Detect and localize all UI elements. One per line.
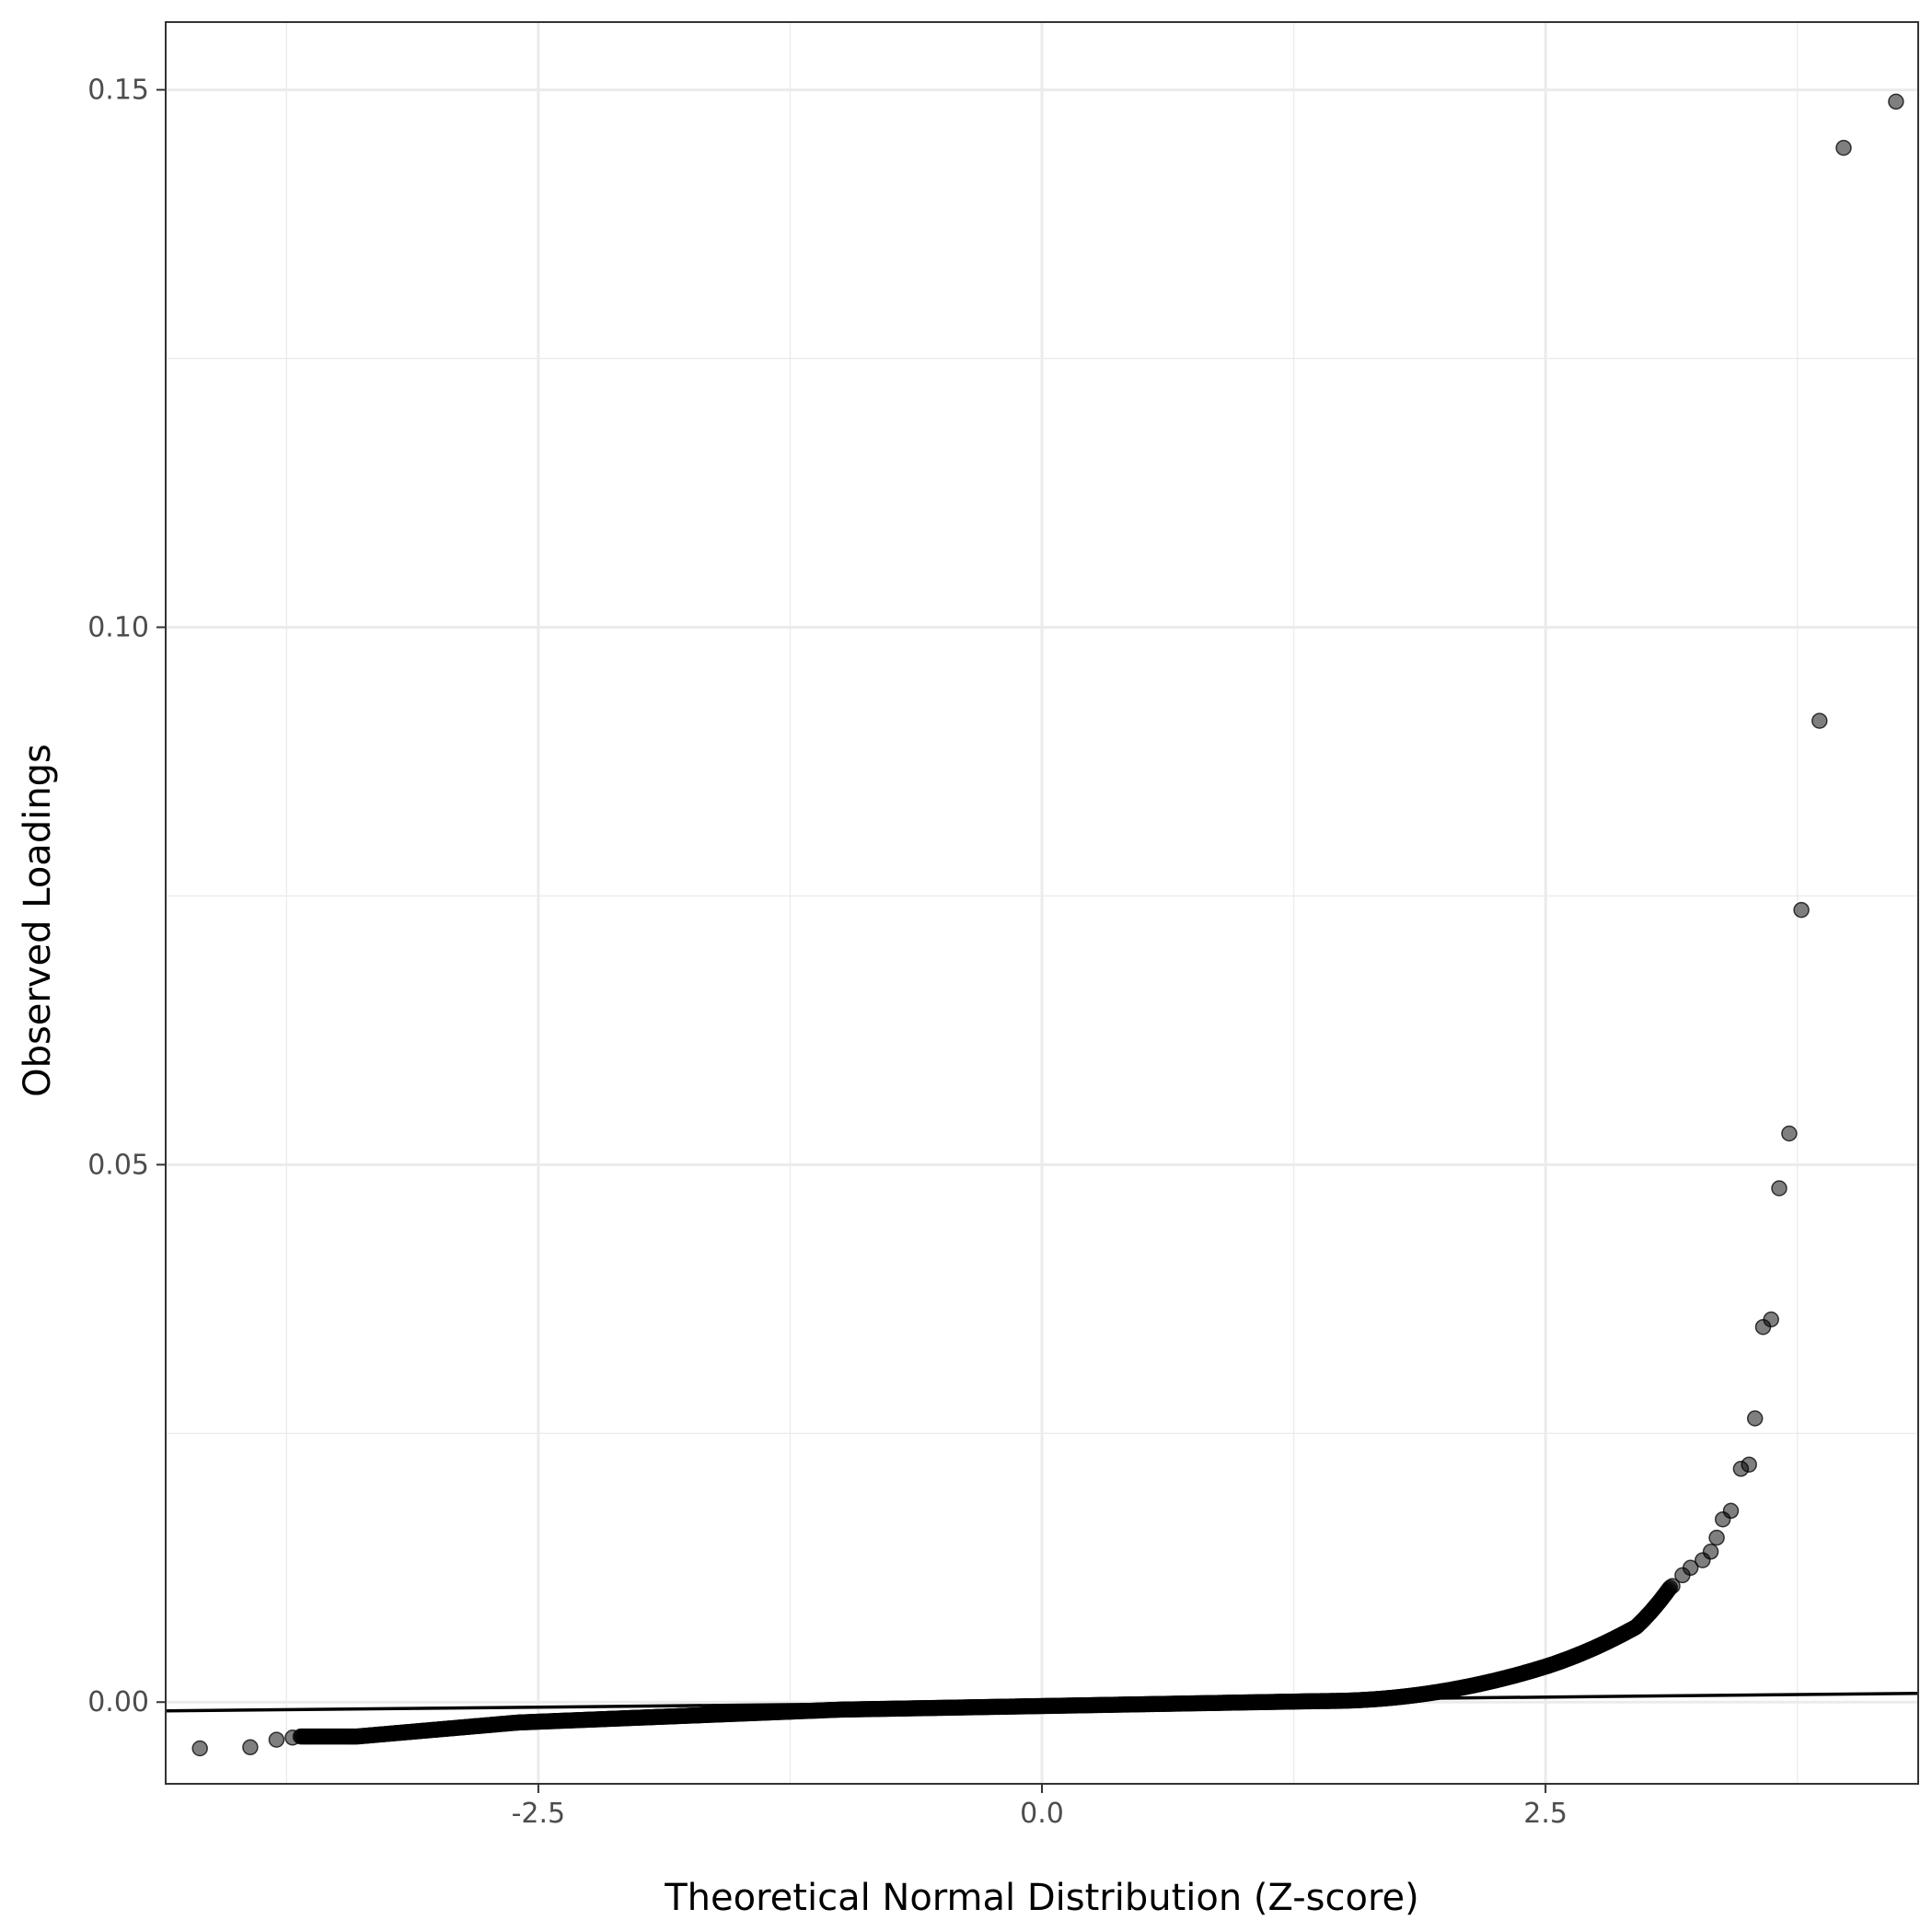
x-tick-label: 0.0 <box>1020 1798 1064 1830</box>
data-point <box>1722 1502 1740 1520</box>
y-tick-label: 0.10 <box>87 611 149 643</box>
x-axis-title: Theoretical Normal Distribution (Z-score… <box>664 1877 1419 1919</box>
y-axis-title: Observed Loadings <box>17 744 59 1097</box>
data-point <box>1702 1544 1719 1560</box>
y-tick-label: 0.00 <box>87 1686 149 1718</box>
data-points <box>191 93 1904 1757</box>
data-point <box>1835 139 1852 156</box>
data-point <box>242 1739 259 1756</box>
data-point <box>1771 1180 1787 1197</box>
y-tick-label: 0.15 <box>87 75 149 107</box>
data-point <box>1746 1410 1764 1427</box>
data-point <box>1664 1578 1681 1594</box>
data-point <box>1888 93 1904 110</box>
data-point <box>1793 901 1810 919</box>
data-point <box>191 1740 208 1757</box>
x-tick-label: 2.5 <box>1523 1798 1568 1830</box>
data-point <box>1781 1125 1798 1142</box>
x-axis: -2.5 0.0 2.5 <box>512 1784 1568 1830</box>
y-tick-label: 0.05 <box>87 1149 149 1181</box>
y-axis: 0.00 0.05 0.10 0.15 <box>87 75 166 1718</box>
data-point <box>1682 1559 1699 1577</box>
data-point <box>1741 1456 1757 1473</box>
data-point <box>1708 1529 1725 1546</box>
data-point <box>1811 712 1828 729</box>
x-tick-label: -2.5 <box>512 1798 566 1830</box>
data-point <box>284 1730 301 1746</box>
data-point <box>1763 1311 1779 1328</box>
data-point <box>268 1731 285 1748</box>
